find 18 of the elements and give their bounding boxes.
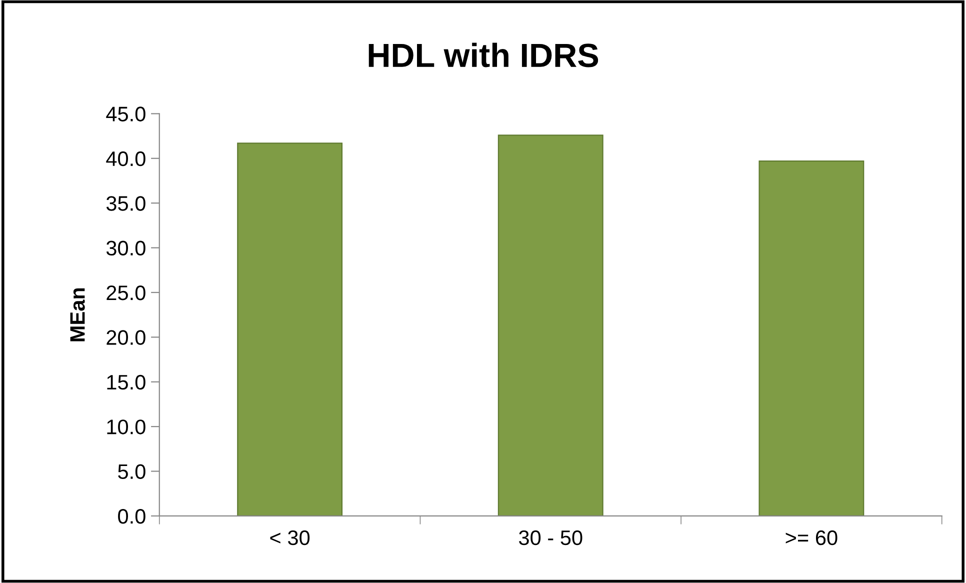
y-tick-label: 35.0 xyxy=(106,196,146,211)
y-tick-label: 20.0 xyxy=(106,330,146,345)
x-tick-label: 30 - 50 xyxy=(518,530,582,546)
y-tick-label: 15.0 xyxy=(107,374,146,390)
y-tick-label: 30.0 xyxy=(106,240,146,256)
y-axis-title: MEan xyxy=(70,288,85,342)
y-tick-label: 0.0 xyxy=(118,508,146,524)
y-tick-label: 25.0 xyxy=(106,285,146,300)
x-tick-label: < 30 xyxy=(270,530,310,546)
y-tick-label: 40.0 xyxy=(106,151,146,166)
bar xyxy=(237,142,343,516)
chart-title: HDL with IDRS xyxy=(368,42,598,68)
bar xyxy=(498,134,604,516)
x-tick-label: >= 60 xyxy=(786,530,838,546)
y-tick-label: 45.0 xyxy=(106,106,146,122)
y-tick-label: 5.0 xyxy=(118,464,146,480)
y-tick-label: 10.0 xyxy=(107,420,146,434)
bar xyxy=(758,160,864,516)
